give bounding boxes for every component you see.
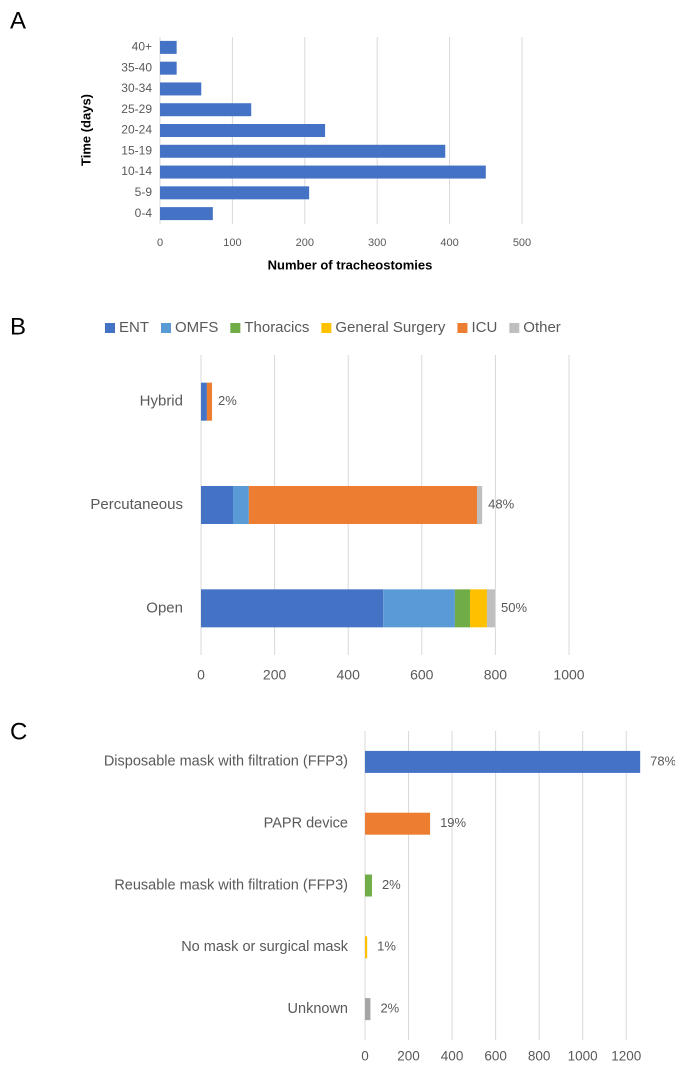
legend-swatch xyxy=(230,323,241,333)
y-tick-label: 25-29 xyxy=(121,102,152,116)
bar-segment xyxy=(201,382,207,421)
x-tick-label: 400 xyxy=(441,1049,464,1064)
x-tick-label: 0 xyxy=(361,1049,369,1064)
legend-label: General Surgery xyxy=(335,319,446,336)
x-tick-label: 100 xyxy=(223,237,241,249)
bar-segment xyxy=(233,486,249,524)
bar-segment xyxy=(201,589,384,628)
bar xyxy=(365,874,372,897)
x-tick-label: 300 xyxy=(368,237,386,249)
x-tick-label: 400 xyxy=(440,237,458,249)
bar xyxy=(160,40,177,54)
y-tick-label: Disposable mask with filtration (FFP3) xyxy=(104,754,348,770)
y-tick-label: Reusable mask with filtration (FFP3) xyxy=(114,877,348,893)
share-label: 2% xyxy=(218,393,237,408)
share-label: 19% xyxy=(440,815,466,830)
x-tick-label: 400 xyxy=(337,667,361,683)
x-tick-label: 600 xyxy=(484,1049,507,1064)
bar-segment xyxy=(470,589,487,628)
share-label: 2% xyxy=(382,877,401,892)
bar-segment xyxy=(486,589,496,628)
panel-label: B xyxy=(10,313,26,340)
y-axis-title: Time (days) xyxy=(78,94,93,166)
legend-label: ICU xyxy=(471,319,497,336)
bar-segment xyxy=(383,589,455,628)
bar xyxy=(160,186,310,200)
bar xyxy=(160,82,202,96)
bar xyxy=(365,750,641,773)
y-tick-label: Hybrid xyxy=(140,393,183,410)
y-tick-label: 15-19 xyxy=(121,143,152,157)
legend-swatch xyxy=(509,323,520,333)
share-label: 48% xyxy=(488,496,514,511)
x-tick-label: 800 xyxy=(528,1049,551,1064)
x-tick-label: 200 xyxy=(296,237,314,249)
x-tick-label: 0 xyxy=(157,237,163,249)
x-tick-label: 1200 xyxy=(611,1049,641,1064)
y-tick-label: No mask or surgical mask xyxy=(181,939,349,955)
y-tick-label: 0-4 xyxy=(135,206,153,220)
bar xyxy=(365,812,431,835)
y-tick-label: 35-40 xyxy=(121,60,152,74)
y-tick-label: PAPR device xyxy=(264,816,348,832)
x-tick-label: 1000 xyxy=(568,1049,598,1064)
bar-segment xyxy=(248,486,477,524)
x-tick-label: 0 xyxy=(197,667,205,683)
bar xyxy=(365,936,368,959)
x-axis-title: Number of tracheostomies xyxy=(268,257,433,272)
x-tick-label: 200 xyxy=(397,1049,420,1064)
legend-label: ENT xyxy=(119,319,149,336)
legend-label: Thoracics xyxy=(244,319,309,336)
bar-segment xyxy=(454,589,471,628)
bar xyxy=(160,61,177,75)
share-label: 78% xyxy=(650,753,675,768)
bar xyxy=(365,998,371,1021)
y-tick-label: 30-34 xyxy=(121,81,152,95)
bar xyxy=(160,207,213,221)
x-tick-label: 600 xyxy=(410,667,434,683)
x-tick-label: 1000 xyxy=(553,667,584,683)
x-tick-label: 500 xyxy=(513,237,531,249)
legend-label: OMFS xyxy=(175,319,218,336)
y-tick-label: 10-14 xyxy=(121,164,152,178)
bar-segment xyxy=(477,486,483,524)
bar xyxy=(160,165,486,179)
bar xyxy=(160,144,446,158)
bar-segment xyxy=(206,382,213,421)
x-tick-label: 200 xyxy=(263,667,287,683)
bar xyxy=(160,103,252,117)
legend-swatch xyxy=(161,323,171,333)
share-label: 2% xyxy=(380,1001,399,1016)
y-tick-label: Open xyxy=(146,599,183,616)
legend-swatch xyxy=(457,323,468,333)
y-tick-label: 20-24 xyxy=(121,123,152,137)
y-tick-label: Percutaneous xyxy=(90,496,183,513)
y-tick-label: 40+ xyxy=(132,40,152,54)
x-tick-label: 800 xyxy=(484,667,508,683)
legend-swatch xyxy=(105,323,115,333)
share-label: 1% xyxy=(377,939,396,954)
panel-label: A xyxy=(10,7,26,34)
legend-label: Other xyxy=(523,319,561,336)
legend-swatch xyxy=(321,323,332,333)
y-tick-label: 5-9 xyxy=(135,185,153,199)
share-label: 50% xyxy=(501,600,527,615)
y-tick-label: Unknown xyxy=(288,1001,348,1017)
panel-label: C xyxy=(10,718,27,745)
bar xyxy=(160,124,326,137)
bar-segment xyxy=(201,486,234,524)
